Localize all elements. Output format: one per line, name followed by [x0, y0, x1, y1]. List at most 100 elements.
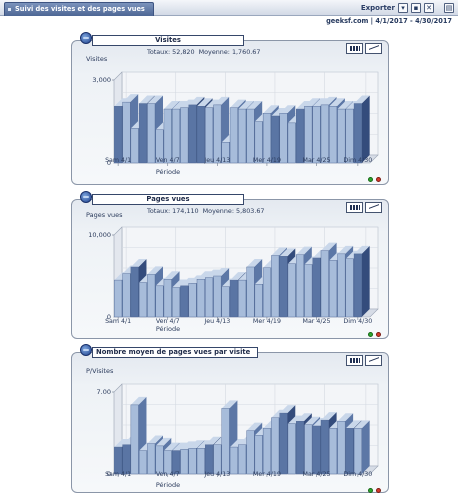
red-status-icon[interactable]	[376, 332, 381, 337]
bar-top	[147, 95, 164, 104]
x-tick-label: Jeu 4/13	[203, 318, 230, 325]
bar-front	[287, 122, 296, 164]
x-axis-label: Période	[156, 325, 180, 333]
bar-top	[155, 437, 172, 446]
bar-front	[254, 121, 263, 164]
bar-chart-mode-icon[interactable]	[346, 202, 363, 213]
bar-front	[155, 445, 164, 475]
x-tick-label: Mar 4/25	[303, 318, 331, 325]
globe-icon	[80, 344, 92, 356]
y-axis-label: Visites	[86, 55, 108, 63]
bar	[353, 245, 370, 318]
bar-front	[262, 112, 271, 164]
bar-front	[329, 106, 338, 164]
green-status-icon[interactable]	[368, 177, 373, 182]
bar-top	[122, 94, 139, 103]
save-icon[interactable]: ▪	[411, 3, 421, 13]
bar-front	[246, 108, 255, 164]
bar-chart-mode-icon[interactable]	[346, 43, 363, 54]
bar-front	[114, 106, 123, 164]
bar-front	[345, 108, 354, 164]
bar-top	[188, 440, 205, 449]
bar-front	[304, 424, 313, 475]
y-tick-label: 7.00	[97, 388, 111, 396]
bar-top	[279, 105, 296, 114]
bar-top	[213, 96, 230, 105]
line-chart-mode-icon[interactable]	[365, 355, 382, 366]
bar-front	[279, 112, 288, 164]
pageviews-chart-title: Pages vues	[92, 194, 244, 205]
x-tick-label: Dim 4/30	[343, 471, 372, 478]
bar-front	[279, 256, 288, 318]
export-dropdown-icon[interactable]: ▾	[398, 3, 408, 13]
pages-per-visit-chart-title: Nombre moyen de pages vues par visite	[92, 347, 258, 358]
pages-per-visit-chart-modes	[346, 355, 382, 366]
bar-top	[246, 422, 263, 431]
green-status-icon[interactable]	[368, 488, 373, 493]
line-chart-mode-icon[interactable]	[365, 202, 382, 213]
line-chart-mode-icon[interactable]	[365, 43, 382, 54]
bar-front	[147, 443, 156, 475]
excel-icon[interactable]: ✕	[424, 3, 434, 13]
bar-front	[262, 267, 271, 318]
bar-top	[205, 436, 221, 445]
bar-front	[213, 275, 222, 318]
pageviews-chart-panel: Pages vues Totaux: 174,110 Moyenne: 5,80…	[71, 191, 389, 339]
y-tick-label: 3,000	[92, 76, 111, 84]
visits-chart-modes	[346, 43, 382, 54]
x-tick-label: Dim 4/30	[343, 318, 372, 325]
export-label[interactable]: Exporter	[360, 4, 395, 12]
bar-front	[130, 266, 139, 318]
report-tab[interactable]: Suivi des visites et des pages vues	[4, 2, 154, 16]
site-name: geeksf.com	[326, 17, 369, 25]
bar-top	[246, 101, 263, 110]
bar-top	[230, 99, 246, 108]
bar-front	[171, 108, 181, 164]
bar-front	[271, 115, 280, 164]
bar-chart-mode-icon[interactable]	[346, 355, 363, 366]
bar-front	[295, 108, 305, 164]
bar-front	[155, 285, 164, 318]
visits-total-value: Totaux: 52,820	[147, 48, 195, 56]
bar-front	[254, 435, 263, 475]
bar-top	[188, 96, 205, 105]
green-status-icon[interactable]	[368, 332, 373, 337]
red-status-icon[interactable]	[376, 177, 381, 182]
bar-front	[279, 412, 288, 475]
bar-front	[287, 263, 296, 318]
bar-front	[271, 255, 280, 318]
pageviews-totals: Totaux: 174,110 Moyenne: 5,803.67	[147, 207, 265, 215]
report-header: Suivi des visites et des pages vues Expo…	[0, 0, 458, 16]
bar-front	[138, 103, 147, 164]
bar-top	[230, 439, 246, 448]
visits-chart-title: Visites	[92, 35, 244, 46]
bar-front	[312, 106, 321, 164]
bar-front	[180, 449, 189, 475]
bar-front	[213, 104, 222, 164]
bar-top	[320, 96, 337, 105]
y-tick-label: 10,000	[88, 231, 111, 239]
bar-front	[353, 103, 362, 164]
bar-front	[254, 283, 263, 318]
y-tick-label: 0	[107, 159, 111, 167]
bar-front	[171, 287, 181, 318]
bar-front	[345, 258, 354, 318]
bar-top	[196, 271, 213, 280]
print-icon[interactable]: ▤	[444, 3, 454, 13]
bar-front	[287, 423, 296, 475]
visits-status-dots	[368, 177, 381, 182]
bar-front	[229, 446, 238, 475]
bar-front	[295, 421, 305, 475]
bar-front	[213, 444, 222, 475]
red-status-icon[interactable]	[376, 488, 381, 493]
x-tick-label: Sam 4/1	[105, 471, 131, 478]
bar-top	[271, 247, 288, 256]
bar-front	[337, 108, 346, 164]
bar-top	[296, 413, 312, 422]
bar-front	[196, 279, 205, 318]
bar	[353, 95, 370, 164]
y-axis-label: P/Visites	[86, 367, 114, 375]
report-tab-label: Suivi des visites et des pages vues	[15, 5, 145, 13]
x-tick-label: Dim 4/30	[343, 157, 372, 164]
